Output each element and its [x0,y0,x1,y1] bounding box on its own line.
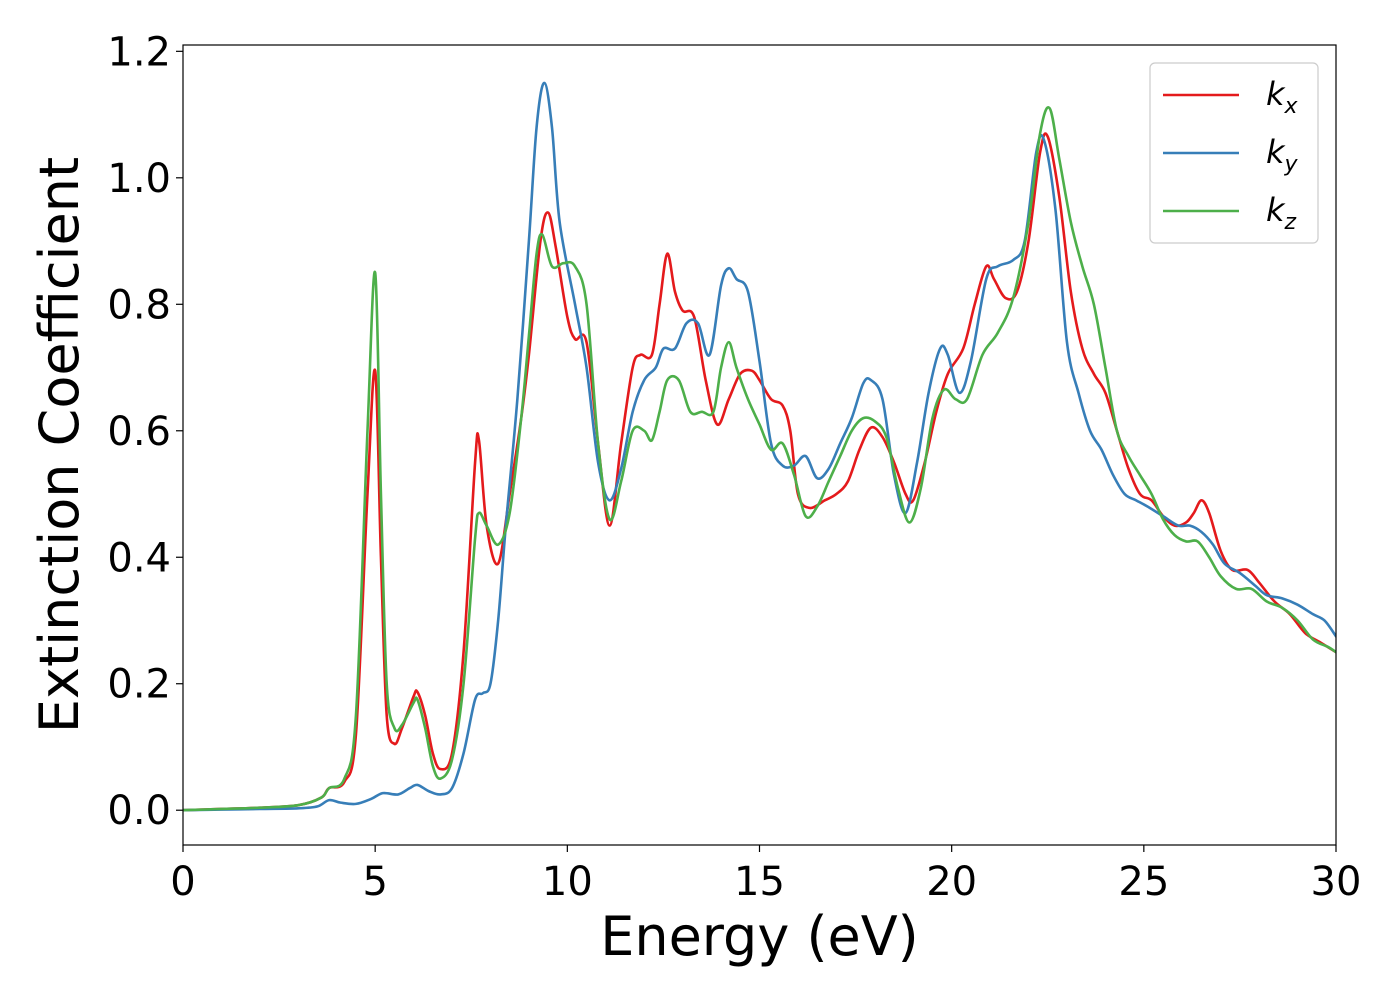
legend-label-k-z: kz [1266,191,1297,235]
x-tick-label: 5 [362,859,387,905]
x-tick-label: 30 [1311,859,1362,905]
y-tick-label: 0.2 [107,662,171,708]
y-tick-label: 0.0 [107,788,171,834]
legend: kx ky kz [1149,62,1319,244]
x-tick-label: 20 [926,859,977,905]
y-tick-label: 0.4 [107,535,171,581]
legend-label-k-y: ky [1266,133,1299,177]
y-tick-label: 0.6 [107,409,171,455]
series-line-k-y [183,81,1336,812]
ticks-layer: 0 5 10 15 20 25 30 0.0 0.2 0.4 0.6 0.8 1.0 1.2 [107,29,1361,905]
y-tick-label: 1.0 [107,156,171,202]
series-line-k-z [183,106,1336,812]
x-tick-label: 0 [170,859,195,905]
y-tick-label: 1.2 [107,29,171,75]
x-tick-label: 15 [734,859,785,905]
y-tick-label: 0.8 [107,282,171,328]
legend-label-k-x: kx [1266,75,1299,119]
x-tick-label: 25 [1118,859,1169,905]
series-layer [183,81,1336,812]
x-tick-label: 10 [542,859,593,905]
x-axis-title: Energy (eV) [600,905,919,968]
y-axis-title: Extinction Coefficient [28,157,91,733]
legend-items: kx ky kz [1163,75,1299,235]
